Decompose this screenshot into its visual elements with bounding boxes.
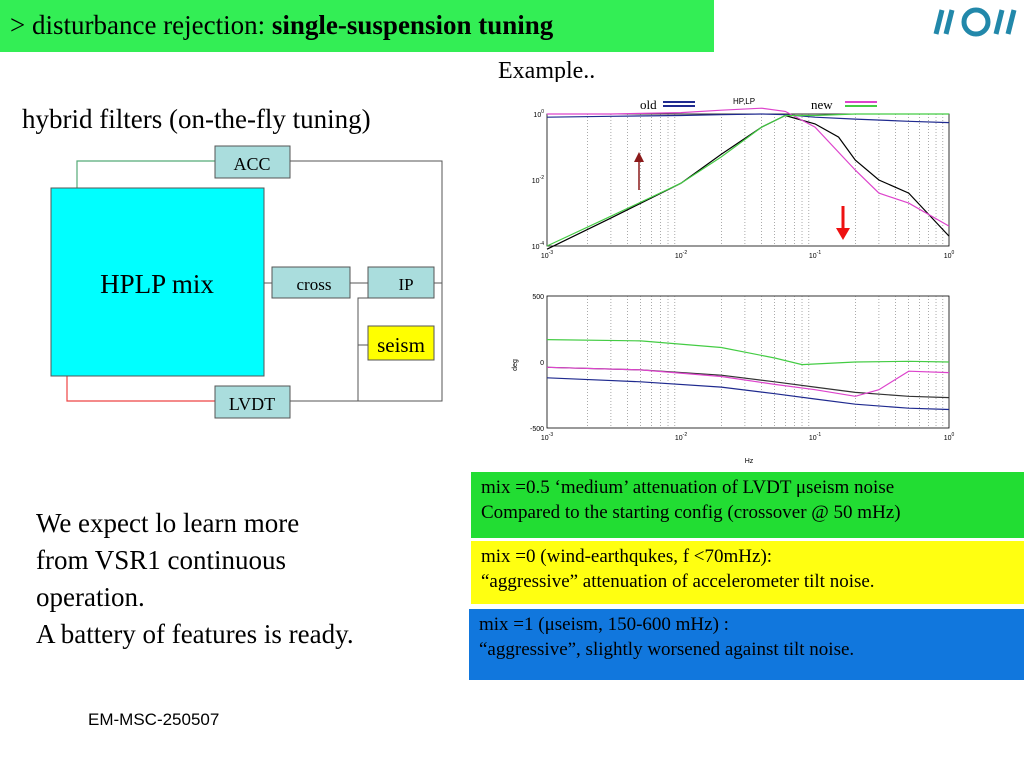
down-arrow-icon [836,206,850,240]
virgo-logo-icon [933,7,1017,37]
x-tick-label: 10-2 [675,432,687,442]
example-label: Example.. [498,58,596,82]
ip-label: IP [398,275,413,294]
y-tick-label: 100 [533,109,544,119]
lvdt-block [214,385,291,419]
cross-label: cross [297,275,332,294]
phase-ylabel: deg [512,359,519,371]
x-tick-label: 100 [944,250,955,260]
slide-title: > disturbance rejection: single-suspensi… [10,10,553,41]
series-line-new [546,113,949,247]
acc-block [214,145,291,179]
info-box-line: mix =0 (wind-earthqukes, f <70mHz): [481,546,773,567]
lvdt-wire [66,376,215,402]
y-tick-label: 10-4 [532,241,544,251]
plot-frame [546,113,950,247]
x-tick-label: 10-3 [541,250,553,260]
ip-block [367,266,435,299]
legend-old-label: old [640,97,657,112]
bode-plots: old HP,LP new 10-3 10-2 10-1 100 10-4 10-2 100… [512,97,955,465]
y-tick-label: 0 [540,360,544,367]
expectation-line: operation. [36,582,145,612]
expectation-text: We expect lo learn more from VSR1 contin… [36,505,354,653]
info-box-medium: mix =0.5 ‘medium’ attenuation of LVDT μs… [471,472,1024,538]
series-line-new [546,366,950,397]
acc-wire [76,160,215,188]
acc-return-wire [290,160,443,402]
seism-wire [357,297,368,346]
series-line-old [546,377,950,411]
info-box-line: “aggressive”, slightly worsened against … [479,638,855,660]
seism-label: seism [377,333,425,357]
x-tick-label: 10-3 [541,432,553,442]
slide-title-prefix: > disturbance rejection: [10,10,272,40]
x-tick-label: 100 [944,432,955,442]
footer-id: EM-MSC-250507 [88,710,220,729]
acc-label: ACC [233,154,270,174]
seism-block [367,325,435,361]
info-box-aggressive-acc: mix =0 (wind-earthqukes, f <70mHz): “agg… [471,541,1024,604]
expectation-line: from VSR1 continuous [36,545,287,575]
slide-title-bold: single-suspension tuning [271,10,554,40]
block-diagram: HPLP mix ACC cross IP seism LVDT [50,145,443,419]
phase-plot: 10-3 10-2 10-1 100 500 0 -500 [530,294,955,442]
lvdt-label: LVDT [229,394,275,414]
series-line-new [547,107,950,227]
info-box-line: mix =1 (μseism, 150-600 mHz) : [479,614,729,635]
phase-xlabel: Hz [745,458,754,465]
expectation-line: We expect lo learn more [36,508,300,538]
legend-new-label: new [811,97,833,112]
cross-block [271,266,351,299]
info-box-line: “aggressive” attenuation of acceleromete… [481,570,875,592]
info-box-line: Compared to the starting config (crossov… [481,501,901,523]
x-tick-label: 10-2 [675,250,687,260]
subtitle: hybrid filters (on-the-fly tuning) [22,104,371,134]
y-tick-label: -500 [530,426,544,433]
up-arrow-icon [634,152,644,190]
hplp-mix-label: HPLP mix [100,269,214,299]
magnitude-plot: 10-3 10-2 10-1 100 10-4 10-2 100 [532,107,955,260]
series-line-old [546,113,950,124]
series-line-new [546,339,950,366]
info-box-aggressive-seism: mix =1 (μseism, 150-600 mHz) : “aggressi… [469,609,1024,680]
x-tick-label: 10-1 [809,432,821,442]
title-bar [0,0,714,52]
y-tick-label: 500 [532,294,544,301]
expectation-line: A battery of features is ready. [36,619,354,649]
x-tick-label: 10-1 [809,250,821,260]
plot-title: HP,LP [733,97,755,106]
info-box-line: mix =0.5 ‘medium’ attenuation of LVDT μs… [481,477,895,498]
y-tick-label: 10-2 [532,175,544,185]
hplp-mix-block [50,187,265,377]
